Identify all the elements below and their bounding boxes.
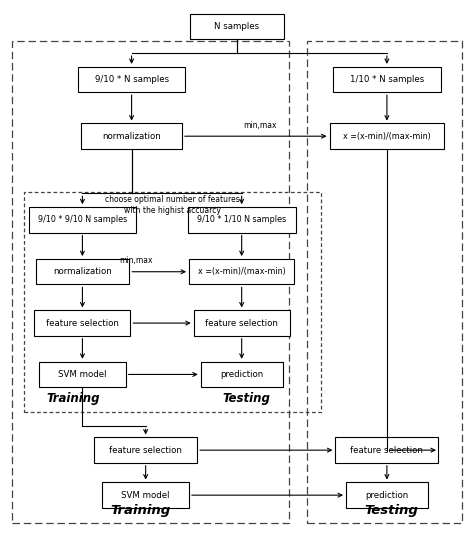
Text: 9/10 * 9/10 N samples: 9/10 * 9/10 N samples (38, 216, 127, 224)
Text: Testing: Testing (222, 392, 270, 405)
Bar (36, 259, 129, 285)
Bar (307, 41, 462, 523)
Bar (329, 124, 444, 149)
Bar (188, 207, 296, 233)
Bar (78, 67, 185, 92)
Text: N samples: N samples (214, 22, 260, 31)
Bar (35, 310, 130, 336)
Text: feature selection: feature selection (350, 446, 423, 455)
Text: Training: Training (46, 392, 100, 405)
Bar (336, 438, 438, 463)
Text: x =(x-min)/(max-min): x =(x-min)/(max-min) (198, 268, 285, 276)
Text: SVM model: SVM model (121, 491, 170, 500)
Bar (12, 41, 289, 523)
Bar (39, 362, 126, 387)
Text: min,max: min,max (119, 256, 153, 265)
Bar (333, 67, 441, 92)
Text: prediction: prediction (220, 370, 264, 379)
Text: normalization: normalization (102, 132, 161, 141)
Text: choose optimal number of features
with the highist accuarcy: choose optimal number of features with t… (105, 195, 240, 215)
Text: min,max: min,max (244, 121, 277, 130)
Bar (94, 438, 197, 463)
Bar (190, 14, 284, 39)
Bar (28, 207, 137, 233)
Text: normalization: normalization (53, 268, 112, 276)
Bar (24, 192, 321, 411)
Bar (194, 310, 290, 336)
Text: Training: Training (111, 505, 171, 517)
Text: SVM model: SVM model (58, 370, 107, 379)
Text: feature selection: feature selection (46, 318, 119, 327)
Bar (201, 362, 283, 387)
Bar (102, 483, 189, 508)
Text: prediction: prediction (365, 491, 409, 500)
Text: 9/10 * N samples: 9/10 * N samples (94, 75, 169, 84)
Text: 9/10 * 1/10 N samples: 9/10 * 1/10 N samples (197, 216, 286, 224)
Text: 1/10 * N samples: 1/10 * N samples (350, 75, 424, 84)
Bar (81, 124, 182, 149)
Text: Testing: Testing (365, 505, 419, 517)
Text: feature selection: feature selection (109, 446, 182, 455)
Bar (346, 483, 428, 508)
Text: x =(x-min)/(max-min): x =(x-min)/(max-min) (343, 132, 431, 141)
Bar (189, 259, 294, 285)
Text: feature selection: feature selection (205, 318, 278, 327)
